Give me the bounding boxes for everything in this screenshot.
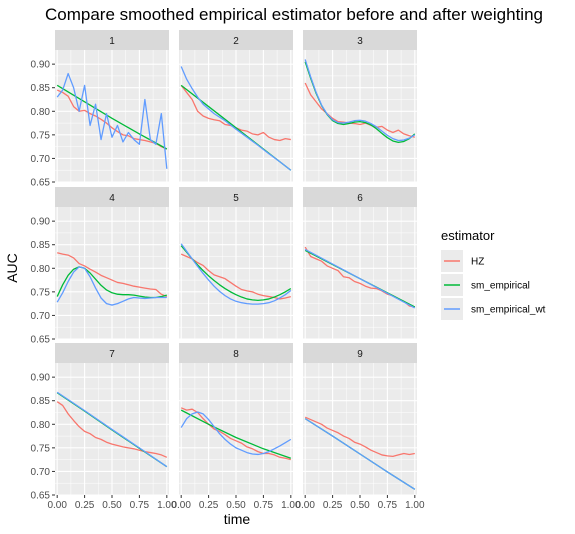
facet-panel-3: 3 xyxy=(303,30,417,183)
y-tick-label: 0.70 xyxy=(31,467,51,478)
y-tick-label: 0.90 xyxy=(31,60,51,71)
facet-strip xyxy=(303,187,417,207)
y-tick-label: 0.65 xyxy=(31,491,51,502)
gridlines xyxy=(303,50,417,183)
series-line-HZ xyxy=(56,89,168,150)
series-line-sm-empirical-wt xyxy=(56,266,167,306)
facet-strip-label: 6 xyxy=(357,193,363,204)
facet-strip xyxy=(55,187,169,207)
x-tick-label: 0.50 xyxy=(226,500,246,511)
gridlines xyxy=(179,207,293,340)
y-axis: 0.65 0.70 0.75 0.80 0.85 0.90 0.65 0.70 0.75 0.80… xyxy=(31,60,55,502)
facet-panel-6: 6 xyxy=(303,187,417,340)
facet-strip xyxy=(179,30,293,50)
gridlines xyxy=(303,207,417,340)
y-tick-label: 0.80 xyxy=(31,420,51,431)
legend-label: sm_empirical_wt xyxy=(471,305,546,316)
y-tick-label: 0.75 xyxy=(31,443,51,454)
facet-panel-4: 4 xyxy=(55,187,169,340)
y-tick-label: 0.75 xyxy=(31,130,51,141)
legend-item-sm-empirical: sm_empirical xyxy=(441,274,530,296)
facet-panel-5: 5 xyxy=(179,187,293,340)
series-line-sm-empirical xyxy=(180,245,292,301)
y-axis-title: AUC xyxy=(4,253,20,283)
series-line-HZ xyxy=(304,82,415,138)
y-tick-label: 0.70 xyxy=(31,154,51,165)
facet-strip-label: 9 xyxy=(357,349,363,360)
y-tick-label: 0.85 xyxy=(31,240,51,251)
facet-strip-label: 7 xyxy=(109,349,115,360)
gridlines xyxy=(303,363,417,496)
facet-strip xyxy=(55,343,169,363)
x-tick-label: 0.75 xyxy=(130,500,150,511)
y-tick-label: 0.80 xyxy=(31,107,51,118)
legend-title: estimator xyxy=(441,228,495,243)
series-line-HZ xyxy=(180,407,291,461)
x-tick-label: 1.00 xyxy=(405,500,425,511)
series-line-sm-empirical-wt xyxy=(180,243,292,305)
series-line-HZ xyxy=(56,401,168,458)
series-line-sm-empirical-wt xyxy=(304,418,416,490)
facet-strip xyxy=(55,30,169,50)
y-tick-label: 0.65 xyxy=(31,335,51,346)
y-tick-label: 0.80 xyxy=(31,264,51,275)
facet-panels: 1 2 3 4 5 6 7 8 9 xyxy=(55,30,417,496)
gridlines xyxy=(55,207,169,340)
facet-strip xyxy=(179,343,293,363)
y-tick-label: 0.90 xyxy=(31,217,51,228)
x-tick-label: 0.00 xyxy=(47,500,67,511)
facet-panel-1: 1 xyxy=(55,30,169,183)
x-tick-label: 0.50 xyxy=(350,500,370,511)
series-line-sm-empirical-wt xyxy=(304,248,416,309)
series-line-sm-empirical xyxy=(56,266,167,299)
x-tick-label: 0.00 xyxy=(171,500,191,511)
x-tick-label: 0.25 xyxy=(323,500,343,511)
x-tick-label: 0.75 xyxy=(378,500,398,511)
series-line-sm-empirical-wt xyxy=(180,66,292,171)
facet-strip-label: 5 xyxy=(233,193,239,204)
legend: estimator HZ sm_empirical sm_empirical_wt xyxy=(441,228,546,320)
facet-strip xyxy=(303,30,417,50)
facet-strip-label: 2 xyxy=(233,36,239,47)
x-tick-label: 0.25 xyxy=(199,500,219,511)
x-tick-label: 0.00 xyxy=(295,500,315,511)
x-tick-label: 0.75 xyxy=(254,500,274,511)
legend-label: sm_empirical xyxy=(471,281,530,292)
y-tick-label: 0.75 xyxy=(31,287,51,298)
legend-label: HZ xyxy=(471,257,484,268)
legend-item-HZ: HZ xyxy=(441,250,484,272)
y-tick-label: 0.70 xyxy=(31,311,51,322)
chart-title: Compare smoothed empirical estimator bef… xyxy=(45,5,543,24)
series-line-sm-empirical xyxy=(180,409,292,459)
facet-strip-label: 1 xyxy=(109,36,115,47)
x-tick-label: 1.00 xyxy=(281,500,301,511)
y-tick-label: 0.65 xyxy=(31,178,51,189)
facet-strip-label: 4 xyxy=(109,193,115,204)
facet-strip xyxy=(303,343,417,363)
y-tick-label: 0.85 xyxy=(31,396,51,407)
x-axis: 0.00 0.25 0.50 0.75 1.000.00 0.25 0.50 0.75 1.00… xyxy=(47,495,425,511)
series-line-HZ xyxy=(57,252,168,298)
x-tick-label: 0.25 xyxy=(75,500,95,511)
facet-strip-label: 3 xyxy=(357,36,363,47)
facet-panel-8: 8 xyxy=(179,343,293,496)
facet-strip xyxy=(179,187,293,207)
y-tick-label: 0.90 xyxy=(31,373,51,384)
facet-panel-9: 9 xyxy=(303,343,417,496)
y-tick-label: 0.85 xyxy=(31,83,51,94)
legend-item-sm-empirical-wt: sm_empirical_wt xyxy=(441,298,546,320)
facet-panel-2: 2 xyxy=(179,30,293,183)
series-line-sm-empirical-wt xyxy=(304,59,416,142)
facet-panel-7: 7 xyxy=(55,343,169,496)
series-line-sm-empirical-wt xyxy=(180,411,292,456)
x-tick-label: 0.50 xyxy=(102,500,122,511)
facet-strip-label: 8 xyxy=(233,349,239,360)
x-tick-label: 1.00 xyxy=(157,500,177,511)
series-line-sm-empirical-wt xyxy=(56,72,168,169)
series-line-HZ xyxy=(304,416,415,457)
series-line-sm-empirical-wt xyxy=(56,391,168,468)
x-axis-title: time xyxy=(224,511,251,527)
